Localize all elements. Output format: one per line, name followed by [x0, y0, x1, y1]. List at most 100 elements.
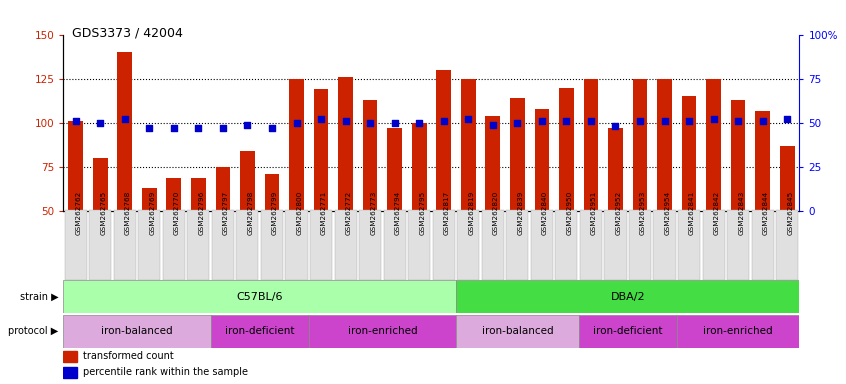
Bar: [63, 367, 77, 377]
FancyBboxPatch shape: [580, 210, 602, 280]
Point: [510, 120, 524, 126]
Text: iron-enriched: iron-enriched: [703, 326, 773, 336]
FancyBboxPatch shape: [432, 210, 455, 280]
FancyBboxPatch shape: [285, 210, 308, 280]
Bar: [191, 178, 206, 211]
Text: protocol ▶: protocol ▶: [8, 326, 58, 336]
Text: GSM262769: GSM262769: [149, 191, 156, 235]
Point: [755, 118, 769, 124]
FancyBboxPatch shape: [408, 210, 431, 280]
Point: [633, 118, 646, 124]
Text: GSM262799: GSM262799: [272, 191, 278, 235]
Text: GSM262765: GSM262765: [100, 191, 107, 235]
Text: GSM262839: GSM262839: [517, 191, 524, 235]
Text: GSM262797: GSM262797: [222, 191, 229, 235]
FancyBboxPatch shape: [678, 210, 700, 280]
Bar: [412, 123, 426, 211]
Point: [535, 118, 548, 124]
FancyBboxPatch shape: [113, 210, 136, 280]
Point: [191, 125, 205, 131]
Bar: [682, 96, 696, 211]
FancyBboxPatch shape: [162, 210, 185, 280]
Bar: [584, 79, 598, 211]
FancyBboxPatch shape: [653, 210, 676, 280]
Text: GSM262796: GSM262796: [198, 191, 205, 235]
Bar: [456, 315, 579, 348]
FancyBboxPatch shape: [604, 210, 627, 280]
FancyBboxPatch shape: [629, 210, 651, 280]
Text: GSM262800: GSM262800: [296, 191, 303, 235]
Text: GSM262798: GSM262798: [247, 191, 254, 235]
Text: GSM262771: GSM262771: [321, 191, 327, 235]
Bar: [69, 121, 83, 211]
Text: C57BL/6: C57BL/6: [237, 291, 283, 302]
Point: [142, 125, 156, 131]
Text: iron-enriched: iron-enriched: [348, 326, 417, 336]
FancyBboxPatch shape: [236, 210, 259, 280]
FancyBboxPatch shape: [383, 210, 406, 280]
Text: GSM262954: GSM262954: [664, 191, 671, 235]
Point: [265, 125, 278, 131]
Bar: [657, 79, 672, 211]
Bar: [289, 79, 304, 211]
Text: iron-balanced: iron-balanced: [102, 326, 173, 336]
FancyBboxPatch shape: [506, 210, 529, 280]
FancyBboxPatch shape: [727, 210, 750, 280]
Text: DBA/2: DBA/2: [611, 291, 645, 302]
Text: iron-deficient: iron-deficient: [225, 326, 294, 336]
Bar: [387, 128, 402, 211]
Point: [338, 118, 352, 124]
FancyBboxPatch shape: [530, 210, 553, 280]
FancyBboxPatch shape: [751, 210, 774, 280]
Bar: [216, 167, 230, 211]
FancyBboxPatch shape: [457, 210, 480, 280]
Point: [584, 118, 597, 124]
Point: [657, 118, 671, 124]
Bar: [755, 111, 770, 211]
FancyBboxPatch shape: [212, 210, 234, 280]
Text: GSM262817: GSM262817: [443, 191, 450, 235]
Bar: [93, 158, 107, 211]
Text: GSM262772: GSM262772: [345, 191, 352, 235]
Bar: [731, 100, 745, 211]
Bar: [677, 315, 799, 348]
Point: [780, 116, 794, 122]
Bar: [240, 151, 255, 211]
Bar: [780, 146, 794, 211]
Point: [289, 120, 303, 126]
Text: iron-balanced: iron-balanced: [481, 326, 553, 336]
Text: GSM262762: GSM262762: [75, 191, 82, 235]
FancyBboxPatch shape: [187, 210, 210, 280]
Text: percentile rank within the sample: percentile rank within the sample: [83, 367, 249, 377]
Point: [559, 118, 573, 124]
Point: [731, 118, 744, 124]
Bar: [63, 315, 211, 348]
Point: [461, 116, 475, 122]
Text: GSM262845: GSM262845: [787, 191, 794, 235]
Point: [93, 120, 107, 126]
Bar: [486, 116, 500, 211]
Bar: [706, 79, 721, 211]
Text: strain ▶: strain ▶: [19, 291, 58, 302]
Text: GSM262953: GSM262953: [640, 191, 646, 235]
Bar: [461, 79, 475, 211]
Bar: [608, 128, 623, 211]
Bar: [63, 351, 77, 362]
Bar: [456, 280, 799, 313]
Text: GSM262840: GSM262840: [541, 191, 548, 235]
Point: [216, 125, 229, 131]
FancyBboxPatch shape: [776, 210, 799, 280]
FancyBboxPatch shape: [64, 210, 87, 280]
Text: iron-deficient: iron-deficient: [593, 326, 662, 336]
FancyBboxPatch shape: [310, 210, 332, 280]
Text: GSM262820: GSM262820: [492, 191, 499, 235]
Bar: [309, 315, 456, 348]
Text: GSM262843: GSM262843: [738, 191, 744, 235]
Text: transformed count: transformed count: [83, 351, 174, 361]
Text: GSM262951: GSM262951: [591, 191, 597, 235]
Text: GSM262794: GSM262794: [394, 191, 401, 235]
FancyBboxPatch shape: [334, 210, 357, 280]
Point: [167, 125, 180, 131]
FancyBboxPatch shape: [359, 210, 382, 280]
Bar: [338, 77, 353, 211]
